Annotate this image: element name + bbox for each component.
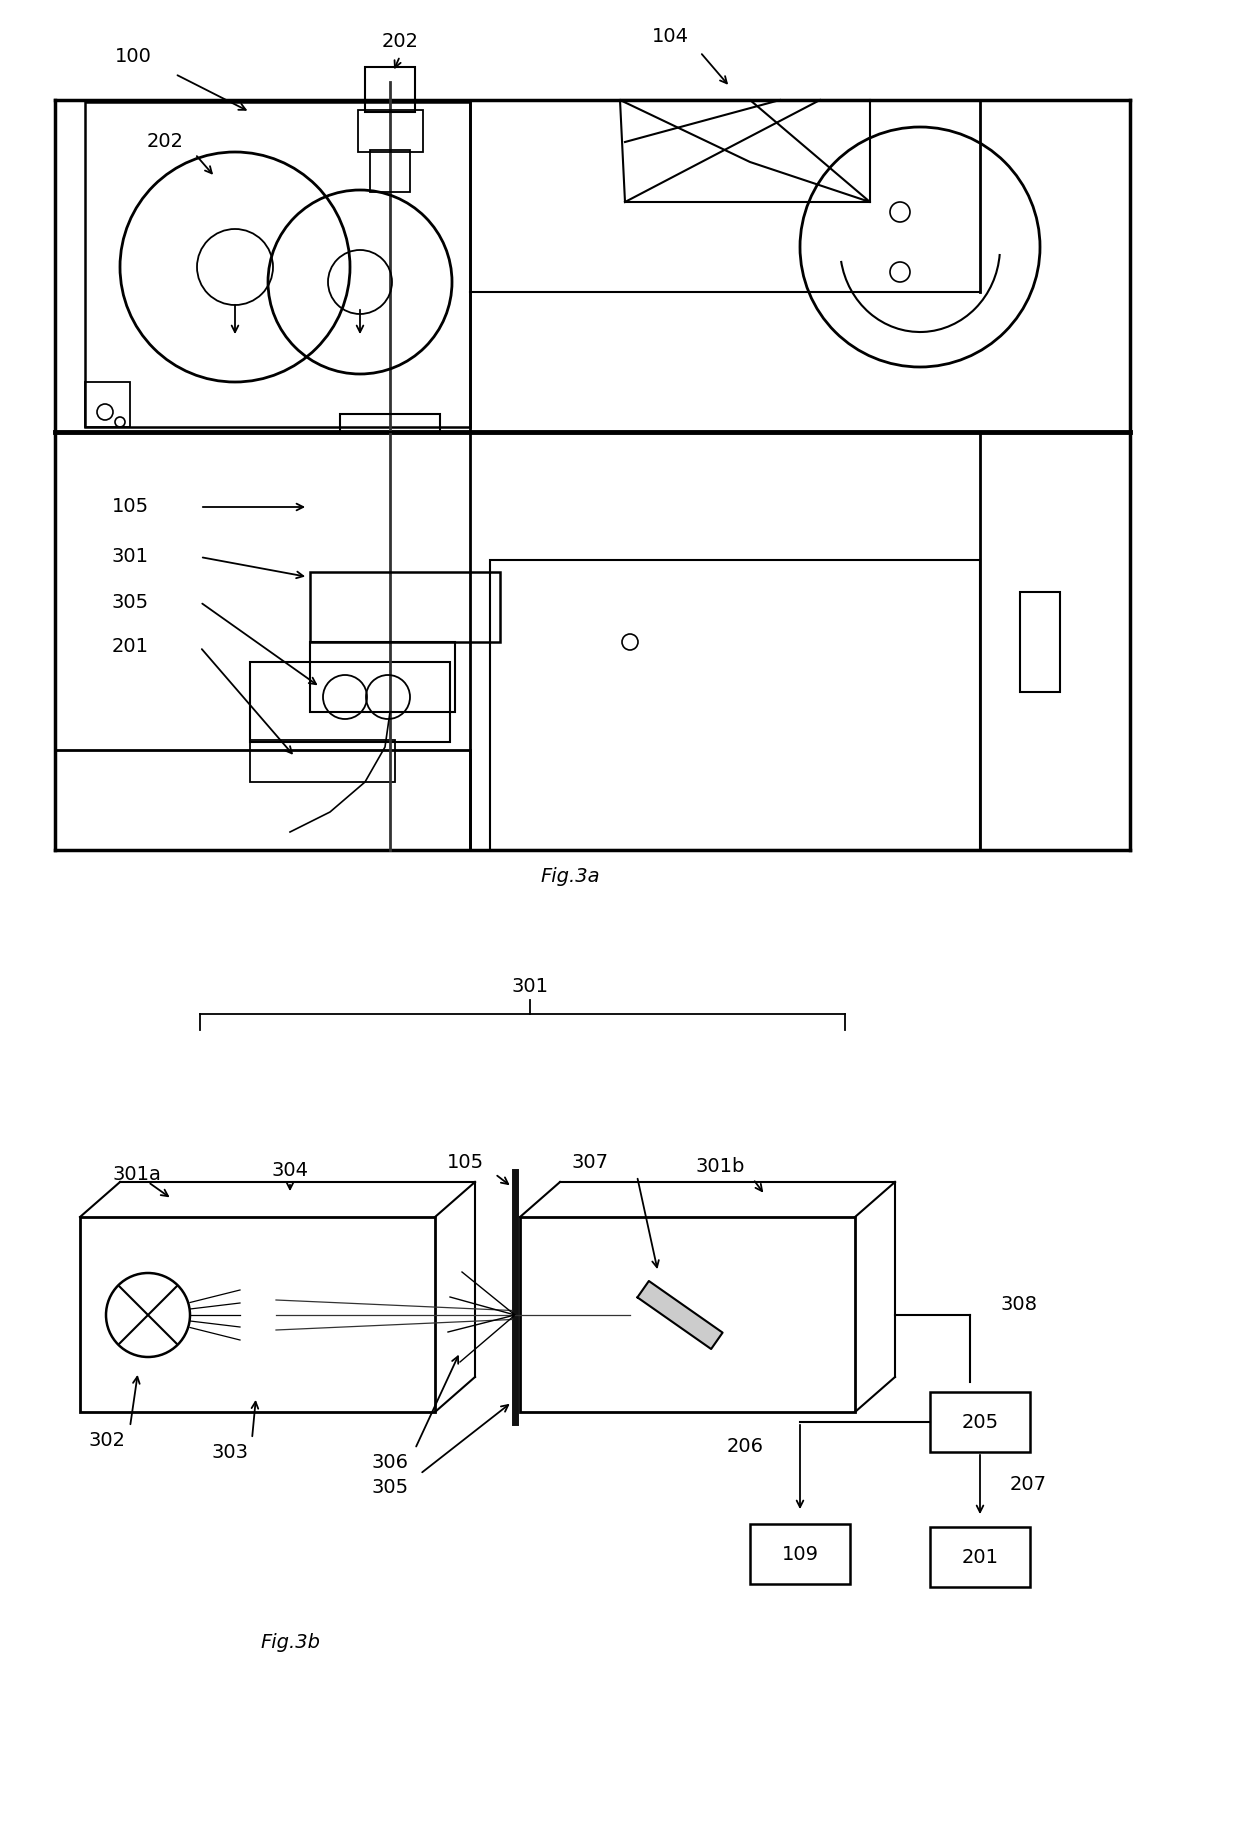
- Text: 307: 307: [572, 1153, 609, 1172]
- Text: 304: 304: [272, 1160, 309, 1179]
- Bar: [370, 149, 410, 192]
- Text: 301: 301: [112, 547, 149, 567]
- Text: 100: 100: [115, 48, 151, 66]
- Text: 201: 201: [961, 1547, 998, 1566]
- Text: 105: 105: [446, 1153, 484, 1172]
- Text: 308: 308: [999, 1295, 1037, 1313]
- Bar: [750, 1523, 849, 1584]
- Bar: [490, 560, 980, 849]
- Bar: [930, 1527, 1030, 1588]
- Bar: [340, 414, 440, 433]
- Bar: [55, 750, 470, 849]
- Text: 302: 302: [88, 1431, 125, 1450]
- Text: 305: 305: [112, 593, 149, 612]
- Text: 104: 104: [651, 28, 688, 46]
- Text: 306: 306: [372, 1453, 408, 1472]
- Text: 301: 301: [511, 978, 548, 997]
- Bar: [250, 661, 450, 742]
- Polygon shape: [637, 1280, 723, 1348]
- Text: 206: 206: [727, 1437, 764, 1457]
- Bar: [86, 381, 130, 427]
- Bar: [1021, 591, 1060, 693]
- Text: 303: 303: [212, 1442, 248, 1461]
- Text: 109: 109: [781, 1544, 818, 1564]
- Text: 205: 205: [961, 1413, 998, 1431]
- Text: 301a: 301a: [113, 1164, 162, 1184]
- Bar: [310, 643, 455, 713]
- Bar: [86, 101, 470, 427]
- Text: Fig.3a: Fig.3a: [541, 868, 600, 886]
- Bar: [250, 740, 396, 783]
- Bar: [358, 111, 423, 153]
- Bar: [930, 1393, 1030, 1451]
- Text: 202: 202: [146, 133, 184, 151]
- Text: 305: 305: [372, 1477, 408, 1496]
- Text: 207: 207: [1011, 1474, 1047, 1494]
- Text: 105: 105: [112, 497, 149, 516]
- Text: Fig.3b: Fig.3b: [260, 1632, 320, 1652]
- Text: 301b: 301b: [696, 1157, 745, 1177]
- Text: 202: 202: [382, 33, 419, 52]
- Text: 201: 201: [112, 637, 149, 656]
- Bar: [310, 573, 500, 643]
- Bar: [365, 66, 415, 112]
- Bar: [81, 1218, 435, 1413]
- Bar: [520, 1218, 856, 1413]
